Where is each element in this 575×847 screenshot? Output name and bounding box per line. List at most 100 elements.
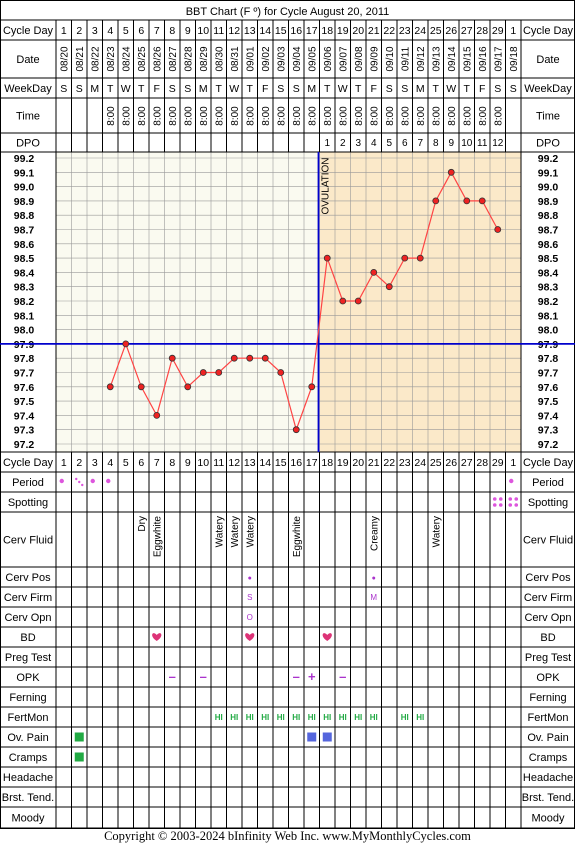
- row-label-right-cerv_firm: Cerv Firm: [524, 592, 572, 604]
- cycle-day-label-lower: 4: [107, 457, 113, 469]
- cycle-day-label: 18: [321, 25, 333, 37]
- row-label-right-cerv_fluid: Cerv Fluid: [523, 535, 573, 547]
- cycle-day-label: 16: [290, 25, 302, 37]
- row-label-weekday: WeekDay: [4, 83, 52, 95]
- period-heavy-marker: [106, 478, 111, 484]
- weekday-label: S: [184, 83, 191, 95]
- y-tick-right: 97.8: [538, 353, 559, 365]
- pre-ovulation-bg: [56, 152, 320, 452]
- weekday-label: S: [401, 83, 408, 95]
- cycle-day-label: 5: [123, 25, 129, 37]
- row-label-bd: BD: [20, 632, 35, 644]
- row-label-cerv_opn: Cerv Opn: [4, 612, 51, 624]
- row-label-time: Time: [16, 111, 40, 123]
- y-tick-left: 97.7: [14, 368, 35, 380]
- cerv-fluid-label: Watery: [214, 516, 225, 547]
- y-tick-right: 98.4: [538, 267, 559, 279]
- temperature-point: [463, 197, 471, 205]
- cycle-day-label-lower: 3: [92, 457, 98, 469]
- y-tick-right: 97.7: [538, 368, 559, 380]
- cycle-day-label: 1: [510, 25, 516, 37]
- y-tick-left: 97.4: [14, 410, 35, 422]
- cycle-day-label: 26: [445, 25, 457, 37]
- time-label: 8:00: [354, 106, 365, 126]
- y-tick-left: 98.9: [14, 196, 35, 208]
- date-label: 09/14: [447, 46, 458, 71]
- row-label-right-moody: Moody: [531, 813, 565, 825]
- time-label: 8:00: [447, 106, 458, 126]
- y-tick-left: 97.3: [14, 425, 35, 437]
- y-tick-left: 97.5: [14, 396, 35, 408]
- weekday-label: T: [247, 83, 254, 95]
- temperature-point: [416, 254, 424, 262]
- fertmon-marker: HI: [261, 713, 269, 722]
- cerv-fluid-label: Watery: [245, 516, 256, 547]
- weekday-label: S: [169, 83, 176, 95]
- chart-title: BBT Chart (F º) for Cycle August 20, 201…: [186, 6, 390, 18]
- y-tick-right: 98.9: [538, 196, 559, 208]
- row-label-cerv_fluid: Cerv Fluid: [3, 535, 53, 547]
- temperature-point: [199, 369, 207, 376]
- cycle-day-label: 9: [185, 25, 191, 37]
- temperature-point: [308, 383, 316, 391]
- temperature-point: [494, 226, 502, 233]
- cerv-firm-marker: S: [247, 593, 252, 602]
- y-tick-left: 98.7: [14, 225, 35, 237]
- period-spotty-marker: [75, 477, 78, 481]
- date-label: 09/02: [261, 46, 272, 71]
- date-label: 09/03: [276, 46, 287, 71]
- row-label-spotting: Spotting: [8, 497, 48, 509]
- time-label: 8:00: [307, 106, 318, 126]
- cycle-day-label-lower: 21: [368, 457, 380, 469]
- cerv-pos-marker: ●: [372, 575, 376, 582]
- row-label-ov_pain: Ov. Pain: [7, 732, 48, 744]
- dpo-label: 2: [340, 138, 346, 149]
- date-label: 09/07: [338, 46, 349, 71]
- weekday-label: S: [510, 83, 517, 95]
- weekday-label: S: [60, 83, 67, 95]
- cycle-day-label-lower: 12: [228, 457, 240, 469]
- time-label: 8:00: [261, 106, 272, 126]
- date-label: 09/08: [354, 46, 365, 71]
- time-label: 8:00: [137, 106, 148, 126]
- row-label-right-cerv_opn: Cerv Opn: [524, 612, 571, 624]
- temperature-point: [153, 411, 161, 419]
- cerv-fluid-label: Eggwhite: [152, 516, 163, 558]
- date-label: 09/06: [323, 46, 334, 71]
- fertmon-marker: HI: [230, 713, 238, 722]
- fertmon-marker: HI: [339, 713, 347, 722]
- date-label: 08/29: [199, 46, 210, 71]
- y-tick-right: 98.0: [538, 325, 559, 337]
- row-label-right-weekday: WeekDay: [524, 83, 572, 95]
- time-label: 8:00: [168, 106, 179, 126]
- y-tick-left: 98.8: [14, 210, 35, 222]
- temperature-point: [339, 297, 347, 305]
- cycle-day-label-lower: 22: [383, 457, 395, 469]
- cycle-day-label-lower: 2: [76, 457, 82, 469]
- y-tick-right: 97.3: [538, 425, 559, 437]
- temperature-point: [106, 383, 114, 391]
- date-label: 09/01: [245, 46, 256, 71]
- ov-pain-marker: [74, 732, 84, 742]
- cycle-day-label-lower: 29: [492, 457, 504, 469]
- cycle-day-label-lower: 13: [244, 457, 256, 469]
- date-label: 08/24: [121, 46, 132, 71]
- y-tick-right: 97.4: [538, 410, 559, 422]
- dpo-label: 11: [477, 138, 488, 149]
- cycle-day-label-lower: 7: [154, 457, 160, 469]
- weekday-label: T: [355, 83, 362, 95]
- row-label-right-cycle_day: Cycle Day: [523, 457, 574, 469]
- cycle-day-label: 27: [461, 25, 473, 37]
- weekday-label: F: [262, 83, 268, 95]
- y-tick-right: 97.5: [538, 396, 559, 408]
- cycle-day-label: 23: [399, 25, 411, 37]
- cycle-day-label-lower: 1: [61, 457, 67, 469]
- y-tick-right: 99.1: [538, 167, 559, 179]
- date-label: 09/18: [509, 46, 520, 71]
- row-label-right-headache: Headache: [523, 772, 573, 784]
- fertmon-marker: HI: [277, 713, 285, 722]
- date-label: 08/22: [90, 46, 101, 71]
- weekday-label: W: [446, 83, 456, 95]
- cycle-day-label-lower: 25: [430, 457, 442, 469]
- date-label: 09/05: [307, 46, 318, 71]
